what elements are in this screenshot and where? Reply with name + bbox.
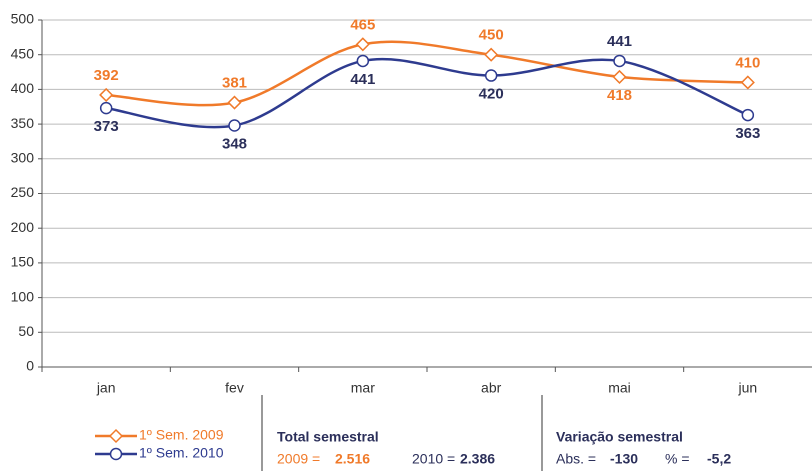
point <box>741 108 755 122</box>
data-label: 363 <box>735 125 760 142</box>
data-label: 373 <box>94 118 119 135</box>
point <box>356 54 370 68</box>
total-value: 2.516 <box>335 451 370 467</box>
point <box>99 101 113 115</box>
data-label: 450 <box>479 27 504 44</box>
y-tick-label: 150 <box>11 254 35 270</box>
x-tick-label: abr <box>481 380 502 396</box>
total-label: 2010 = <box>412 451 455 467</box>
variation-value: -5,2 <box>707 451 731 467</box>
x-tick-label: fev <box>225 380 244 396</box>
data-label: 441 <box>607 33 632 50</box>
x-tick-label: jan <box>96 380 116 396</box>
data-label: 381 <box>222 75 247 92</box>
y-tick-label: 0 <box>26 358 34 374</box>
y-tick-label: 200 <box>11 219 35 235</box>
x-tick-label: mai <box>608 380 631 396</box>
y-tick-label: 350 <box>11 115 35 131</box>
y-tick-label: 450 <box>11 45 35 61</box>
legend-marker <box>108 428 124 444</box>
variation-label: % = <box>665 451 690 467</box>
x-tick-label: jun <box>737 380 757 396</box>
point <box>227 95 242 110</box>
legend-marker <box>109 447 123 461</box>
total-value: 2.386 <box>460 451 495 467</box>
y-tick-label: 400 <box>11 80 35 96</box>
data-label: 418 <box>607 87 632 104</box>
legend-label: 1º Sem. 2009 <box>139 427 224 443</box>
point <box>228 119 241 132</box>
data-label: 465 <box>350 16 375 33</box>
point <box>612 69 627 84</box>
y-tick-label: 500 <box>11 11 35 27</box>
point <box>99 87 114 103</box>
point <box>740 75 755 90</box>
totals-title: Total semestral <box>277 429 379 445</box>
y-tick-label: 300 <box>11 150 35 166</box>
variation-label: Abs. = <box>556 451 596 467</box>
data-label: 392 <box>94 67 119 84</box>
point <box>613 54 626 68</box>
point <box>484 69 498 82</box>
point <box>355 37 370 52</box>
variation-value: -130 <box>610 451 638 467</box>
x-tick-label: mar <box>351 380 375 396</box>
data-label: 420 <box>479 85 504 102</box>
variation-title: Variação semestral <box>556 429 683 445</box>
legend-label: 1º Sem. 2010 <box>139 445 224 461</box>
y-tick-label: 50 <box>18 323 34 339</box>
data-label: 348 <box>222 135 247 152</box>
series-line <box>106 40 748 107</box>
point <box>484 47 499 62</box>
series-line <box>105 57 749 129</box>
data-label: 410 <box>735 54 760 71</box>
total-label: 2009 = <box>277 451 320 467</box>
data-label: 441 <box>350 71 375 88</box>
y-tick-label: 100 <box>11 288 35 304</box>
y-tick-label: 250 <box>11 184 35 200</box>
